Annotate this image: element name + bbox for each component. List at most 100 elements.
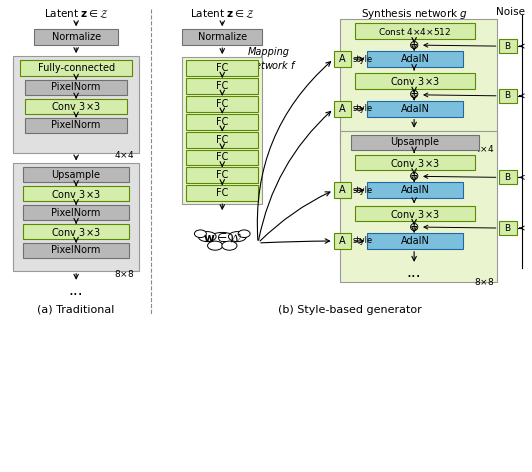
Ellipse shape: [198, 232, 216, 242]
Bar: [355, 73, 475, 89]
Bar: [187, 185, 258, 201]
Text: Conv 3$\times$3: Conv 3$\times$3: [390, 157, 440, 169]
Text: $\oplus$: $\oplus$: [409, 88, 420, 101]
Ellipse shape: [222, 241, 237, 250]
Text: Latent $\mathbf{z} \in \mathcal{Z}$: Latent $\mathbf{z} \in \mathcal{Z}$: [44, 8, 109, 20]
Text: FC: FC: [216, 81, 228, 91]
Bar: [334, 233, 352, 249]
Text: Conv 3$\times$3: Conv 3$\times$3: [52, 100, 101, 112]
Bar: [187, 96, 258, 112]
Text: style: style: [353, 104, 373, 113]
Text: $\mathbf{w} \in \mathcal{W}$: $\mathbf{w} \in \mathcal{W}$: [203, 232, 242, 245]
Bar: [339, 131, 497, 282]
Text: $\oplus$: $\oplus$: [409, 39, 420, 51]
Bar: [334, 51, 352, 67]
Text: Normalize: Normalize: [198, 32, 247, 42]
Text: style: style: [353, 55, 373, 64]
Bar: [187, 150, 258, 165]
Bar: [26, 80, 127, 95]
Text: 4$\times$4: 4$\times$4: [474, 143, 495, 153]
Text: $\oplus$: $\oplus$: [409, 220, 420, 234]
Text: Conv 3$\times$3: Conv 3$\times$3: [52, 226, 101, 237]
Text: PixelNorm: PixelNorm: [52, 208, 101, 218]
Text: 4$\times$4: 4$\times$4: [114, 149, 135, 160]
Text: Const 4$\times$4$\times$512: Const 4$\times$4$\times$512: [378, 25, 452, 37]
Bar: [13, 163, 139, 271]
Bar: [26, 99, 127, 114]
Bar: [13, 56, 139, 153]
Text: Mapping
network $f$: Mapping network $f$: [248, 47, 297, 71]
Text: FC: FC: [216, 99, 228, 109]
Bar: [355, 206, 475, 221]
Bar: [182, 29, 262, 45]
Bar: [187, 132, 258, 148]
Bar: [355, 23, 475, 39]
Bar: [187, 168, 258, 183]
Text: B: B: [504, 91, 511, 101]
Bar: [187, 114, 258, 130]
Ellipse shape: [228, 232, 246, 242]
Bar: [368, 101, 463, 117]
Text: (a) Traditional: (a) Traditional: [37, 304, 115, 315]
Text: Synthesis network $g$: Synthesis network $g$: [361, 8, 468, 21]
Text: ...: ...: [407, 265, 421, 280]
Text: B: B: [504, 173, 511, 182]
Bar: [23, 205, 129, 220]
Text: B: B: [504, 42, 511, 51]
Bar: [355, 155, 475, 170]
Bar: [368, 233, 463, 249]
Ellipse shape: [209, 232, 236, 245]
Text: AdaIN: AdaIN: [401, 104, 429, 114]
Text: FC: FC: [216, 188, 228, 198]
Bar: [182, 57, 262, 204]
Bar: [352, 135, 479, 150]
Text: $\oplus$: $\oplus$: [409, 170, 420, 183]
Bar: [187, 78, 258, 94]
Bar: [498, 170, 517, 184]
Text: FC: FC: [216, 170, 228, 180]
Bar: [20, 60, 132, 76]
Text: AdaIN: AdaIN: [401, 54, 429, 64]
Bar: [187, 60, 258, 76]
Bar: [368, 182, 463, 198]
Bar: [23, 168, 129, 182]
Bar: [498, 221, 517, 235]
Bar: [23, 224, 129, 239]
Bar: [498, 89, 517, 103]
Text: Upsample: Upsample: [390, 137, 439, 147]
Ellipse shape: [207, 241, 223, 250]
Text: ...: ...: [69, 283, 84, 298]
Text: style: style: [353, 236, 373, 245]
Bar: [35, 29, 118, 45]
Text: FC: FC: [216, 117, 228, 126]
Text: FC: FC: [216, 135, 228, 144]
Text: FC: FC: [216, 152, 228, 162]
Text: 8$\times$8: 8$\times$8: [474, 276, 495, 287]
Text: Noise: Noise: [496, 8, 525, 17]
Text: A: A: [339, 104, 346, 114]
Bar: [23, 186, 129, 201]
Text: B: B: [504, 224, 511, 233]
Text: PixelNorm: PixelNorm: [52, 245, 101, 255]
Text: A: A: [339, 54, 346, 64]
Ellipse shape: [194, 230, 206, 237]
Text: style: style: [353, 186, 373, 195]
Bar: [339, 19, 497, 149]
Bar: [26, 118, 127, 133]
Text: FC: FC: [216, 63, 228, 73]
Text: 8$\times$8: 8$\times$8: [114, 268, 135, 279]
Bar: [498, 39, 517, 53]
Text: PixelNorm: PixelNorm: [52, 120, 101, 130]
Text: A: A: [339, 185, 346, 195]
Bar: [334, 101, 352, 117]
Text: Normalize: Normalize: [52, 32, 101, 42]
Ellipse shape: [238, 230, 250, 237]
Text: Fully-connected: Fully-connected: [38, 63, 115, 73]
Text: (b) Style-based generator: (b) Style-based generator: [278, 304, 421, 315]
Text: Conv 3$\times$3: Conv 3$\times$3: [52, 188, 101, 200]
Bar: [334, 182, 352, 198]
Text: Conv 3$\times$3: Conv 3$\times$3: [390, 75, 440, 87]
Text: PixelNorm: PixelNorm: [52, 83, 101, 93]
Text: A: A: [339, 236, 346, 246]
Bar: [368, 51, 463, 67]
